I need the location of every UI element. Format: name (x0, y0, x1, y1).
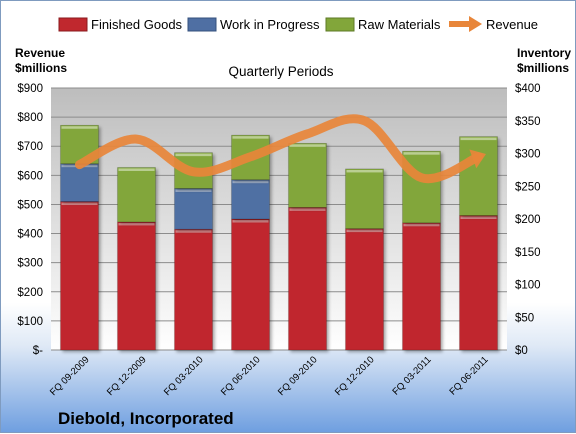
legend-swatch-work-in-progress (188, 18, 216, 31)
left-tick-label: $800 (17, 112, 43, 124)
x-tick-label: FQ 03-2011 (390, 354, 433, 397)
bar-work-in-progress (175, 188, 213, 229)
left-tick-label: $300 (17, 258, 43, 270)
right-tick-label: $100 (515, 280, 541, 292)
bar-finished-goods (460, 216, 498, 350)
right-tick-label: $350 (515, 116, 541, 128)
x-axis-ticks: FQ 09-2009 FQ 12-2009 FQ 03-2010 FQ 06-2010… (48, 354, 491, 398)
chart-title: Quarterly Periods (228, 64, 333, 79)
legend-swatch-finished-goods (59, 18, 87, 31)
bar-raw-materials (118, 167, 156, 221)
bar-finished-goods (289, 207, 327, 350)
right-axis-ticks: $0 $50 $100 $150 $200 $250 $300 $350 $400 (515, 83, 541, 357)
left-tick-label: $700 (17, 141, 43, 153)
bar-work-in-progress (61, 164, 99, 202)
legend-label-work-in-progress: Work in Progress (220, 17, 320, 32)
right-tick-label: $0 (515, 345, 528, 357)
right-axis-title-line1: Inventory (517, 46, 571, 60)
bar-finished-goods (346, 229, 384, 350)
left-axis-ticks: $- $100 $200 $300 $400 $500 $600 $700 $800 $900 (17, 83, 43, 357)
right-tick-label: $400 (515, 83, 541, 95)
right-tick-label: $200 (515, 214, 541, 226)
bar-finished-goods (118, 222, 156, 350)
bar-raw-materials (346, 169, 384, 229)
x-tick-label: FQ 06-2011 (447, 354, 490, 397)
left-tick-label: $900 (17, 83, 43, 95)
legend-label-raw-materials: Raw Materials (358, 17, 441, 32)
company-name: Diebold, Incorporated (58, 409, 234, 428)
bar-raw-materials (289, 143, 327, 207)
left-tick-label: $600 (17, 170, 43, 182)
left-tick-label: $500 (17, 199, 43, 211)
right-tick-label: $150 (515, 247, 541, 259)
x-tick-label: FQ 09-2010 (276, 354, 320, 398)
bar-finished-goods (403, 223, 441, 350)
x-tick-label: FQ 09-2009 (48, 354, 92, 398)
left-axis-title-line2: $millions (15, 61, 67, 75)
legend-swatch-revenue (449, 16, 482, 32)
bar-finished-goods (175, 229, 213, 350)
x-tick-label: FQ 06-2010 (219, 354, 263, 398)
right-tick-label: $300 (515, 149, 541, 161)
bar-work-in-progress (232, 180, 270, 219)
x-tick-label: FQ 12-2010 (333, 354, 377, 398)
left-tick-label: $400 (17, 229, 43, 241)
bar-finished-goods (232, 219, 270, 350)
legend-label-finished-goods: Finished Goods (91, 17, 183, 32)
bar-finished-goods (61, 202, 99, 350)
left-axis-title-line1: Revenue (15, 46, 65, 60)
right-tick-label: $250 (515, 181, 541, 193)
right-tick-label: $50 (515, 312, 534, 324)
bar-raw-materials (460, 137, 498, 216)
x-tick-label: FQ 12-2009 (105, 354, 149, 398)
legend-label-revenue: Revenue (486, 17, 538, 32)
legend: Finished Goods Work in Progress Raw Mate… (59, 16, 538, 32)
left-tick-label: $- (33, 345, 43, 357)
left-tick-label: $200 (17, 287, 43, 299)
legend-swatch-raw-materials (326, 18, 354, 31)
right-axis-title-line2: $millions (517, 61, 569, 75)
left-tick-label: $100 (17, 316, 43, 328)
x-tick-label: FQ 03-2010 (162, 354, 206, 398)
